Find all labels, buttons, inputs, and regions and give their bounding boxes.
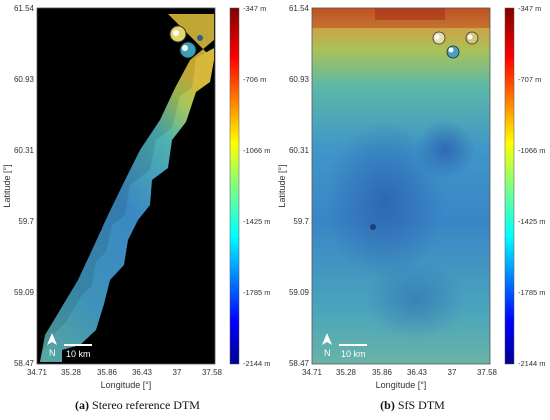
- y-tick-label: 58.47: [14, 359, 35, 368]
- north-arrow: [47, 333, 57, 345]
- y-tick-label: 61.54: [289, 4, 310, 13]
- sfs-dtm-figure: N 10 km 61.54 60.93 60.31 59.7 59.09 58.…: [277, 4, 546, 390]
- north-label: N: [324, 348, 331, 358]
- x-tick-label: 35.28: [336, 368, 357, 377]
- y-tick-label: 60.93: [14, 75, 35, 84]
- y-axis-label: Latitude [°]: [2, 164, 12, 207]
- y-tick-label: 58.47: [289, 359, 310, 368]
- x-tick-label: 35.86: [97, 368, 118, 377]
- y-tick-label: 59.09: [14, 288, 35, 297]
- colorbar-label: -1425 m: [243, 217, 271, 226]
- north-label: N: [49, 348, 56, 358]
- x-axis-label: Longitude [°]: [101, 380, 152, 390]
- caption-text: Stereo reference DTM: [92, 398, 200, 412]
- caption-a: (a) Stereo reference DTM: [0, 398, 275, 413]
- colorbar-label: -706 m: [243, 75, 266, 84]
- caption-text: SfS DTM: [397, 398, 445, 412]
- y-tick-label: 60.31: [14, 146, 35, 155]
- stereo-dtm-figure: N 10 km 61.54 60.93 60.31 59.7 59.09 58.…: [2, 4, 271, 390]
- colorbar-label: -1785 m: [518, 288, 546, 297]
- caption-tag: (a): [75, 398, 90, 412]
- x-tick-label: 35.28: [61, 368, 82, 377]
- y-tick-label: 59.7: [18, 217, 34, 226]
- panel-stereo-dtm: N 10 km 61.54 60.93 60.31 59.7 59.09 58.…: [0, 4, 275, 413]
- colorbar-label: -707 m: [518, 75, 541, 84]
- crater-marker: [446, 45, 460, 59]
- crater-marker: [179, 41, 197, 59]
- colorbar-label: -347 m: [518, 4, 541, 13]
- colorbar-label: -1425 m: [518, 217, 546, 226]
- y-tick-label: 59.7: [293, 217, 309, 226]
- caption-b: (b) SfS DTM: [275, 398, 550, 413]
- panel-sfs-dtm: N 10 km 61.54 60.93 60.31 59.7 59.09 58.…: [275, 0, 550, 420]
- x-axis-label: Longitude [°]: [376, 380, 427, 390]
- y-tick-label: 60.31: [289, 146, 310, 155]
- x-tick-label: 37: [448, 368, 457, 377]
- y-axis-label: Latitude [°]: [277, 164, 287, 207]
- x-tick-label: 34.71: [302, 368, 323, 377]
- colorbar: [504, 7, 515, 365]
- y-tick-label: 61.54: [14, 4, 35, 13]
- colorbar-label: -347 m: [243, 4, 266, 13]
- x-tick-label: 35.86: [372, 368, 393, 377]
- north-arrow: [322, 333, 332, 345]
- caption-tag: (b): [380, 398, 395, 412]
- scale-label: 10 km: [66, 349, 91, 359]
- colorbar-label: -1785 m: [243, 288, 271, 297]
- y-tick-label: 60.93: [289, 75, 310, 84]
- scale-label: 10 km: [341, 349, 366, 359]
- x-tick-label: 37.58: [477, 368, 498, 377]
- colorbar-label: -1066 m: [243, 146, 271, 155]
- x-tick-label: 37.58: [202, 368, 223, 377]
- x-tick-label: 37: [173, 368, 182, 377]
- x-tick-label: 36.43: [132, 368, 153, 377]
- colorbar-label: -2144 m: [243, 359, 271, 368]
- x-tick-label: 34.71: [27, 368, 48, 377]
- colorbar-label: -1066 m: [518, 146, 546, 155]
- colorbar-label: -2144 m: [518, 359, 546, 368]
- y-tick-label: 59.09: [289, 288, 310, 297]
- colorbar: [229, 7, 240, 365]
- x-tick-label: 36.43: [407, 368, 428, 377]
